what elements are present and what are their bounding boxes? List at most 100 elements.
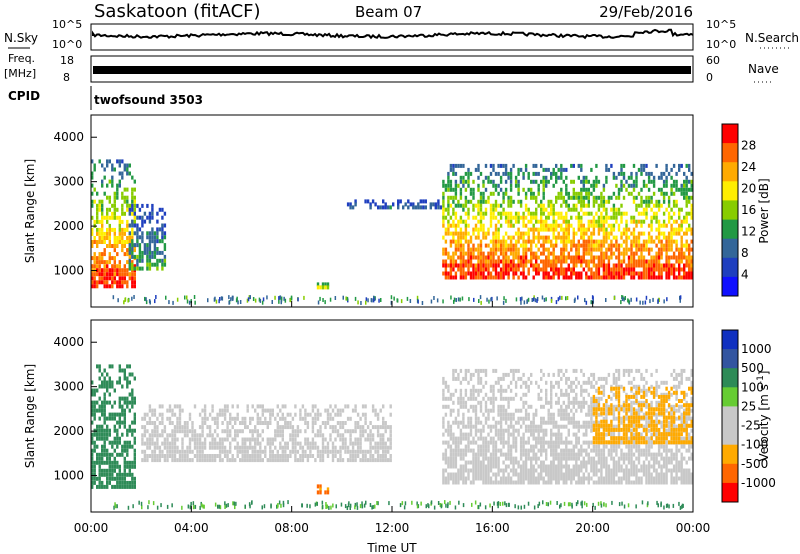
- powerMarks-cell-4: [540, 215, 543, 220]
- velMarks-cell-3: [602, 460, 606, 465]
- velMarks-cell-0: [126, 480, 129, 485]
- powerMarks-cell-4: [462, 183, 465, 188]
- velMarks-cell-1: [281, 429, 284, 434]
- powerMarks-cell-4: [464, 275, 468, 280]
- velMarks-cell-0: [118, 400, 121, 405]
- powerMarks-cell-0: [118, 236, 121, 240]
- powerMarks-cell-4: [637, 167, 641, 172]
- velMarks-cell-1: [186, 445, 189, 450]
- powerMarks-cell-4: [675, 247, 678, 252]
- velMarks-cell-3: [502, 436, 505, 441]
- powerMarks-cell-4: [449, 183, 453, 188]
- velMarks-cell-3: [457, 444, 460, 449]
- powerMarks-cell-0: [108, 268, 111, 273]
- velMarks-cell-3: [524, 416, 528, 421]
- powerMarks-cell-2: [319, 285, 322, 290]
- velMarks-cell-3: [442, 376, 445, 381]
- velMarks-cell-3: [522, 404, 525, 409]
- velMarks-cell-3: [492, 408, 495, 413]
- powerMarks-cell-4: [552, 263, 555, 268]
- velMarks-cell-3: [572, 448, 575, 453]
- velMarks-cell-3: [572, 388, 575, 393]
- velMarks-cell-1: [211, 437, 214, 442]
- velMarks-cell-1: [241, 437, 244, 442]
- velMarks-cell-3: [459, 380, 463, 385]
- velMarks-cell-1: [156, 437, 159, 442]
- powerMarks-cell-4: [597, 215, 601, 220]
- powerMarks-cell-4: [670, 267, 673, 272]
- powerMarks-cell-4: [509, 267, 513, 272]
- powerMarks-cell-4: [524, 163, 528, 168]
- velMarks-cell-0: [121, 452, 124, 457]
- velMarks-cell-1: [181, 425, 184, 430]
- powerMarks-cell-0: [91, 256, 94, 261]
- velMarks-cell-0: [98, 416, 101, 421]
- powerMarks-cell-0: [126, 284, 129, 289]
- velMarks-cell-1: [231, 425, 234, 430]
- velMarks-cell-1: [269, 408, 272, 413]
- velMarks-cell-1: [251, 437, 254, 442]
- powerMarks-cell-4: [683, 251, 686, 256]
- powerMarks-cell-4: [502, 243, 505, 248]
- velMarks-cell-3: [597, 400, 601, 405]
- velMarks-cell-0: [118, 468, 121, 473]
- powerMarks-cell-3: [412, 205, 415, 210]
- powerMarks-cell-4: [444, 251, 448, 256]
- velMarks-cell-1: [226, 449, 229, 454]
- velMarks-cell-3: [612, 412, 616, 417]
- velMarks-cell-0: [91, 476, 94, 481]
- velMarks-cell-1: [294, 441, 297, 446]
- velMarks-cell-1: [326, 416, 330, 421]
- powerMarks-cell-4: [545, 215, 548, 220]
- velMarks-cell-1: [148, 433, 152, 438]
- powerMarks-cell-4: [625, 187, 628, 192]
- powerMarks-cell-4: [622, 211, 626, 216]
- velMarks-cell-1: [382, 441, 385, 446]
- velMarks-cell-1: [244, 437, 247, 442]
- velMarks-cell-1: [256, 433, 259, 438]
- powerMarks-cell-4: [499, 203, 503, 208]
- velMarks-cell-3: [484, 416, 488, 421]
- powerMarks-cell-4: [567, 191, 570, 196]
- velMarks-cell-1: [213, 416, 217, 421]
- powerMarks-cell-4: [597, 231, 601, 236]
- powerMarks-cell-4: [640, 275, 643, 280]
- velMarks-cell-1: [148, 454, 152, 458]
- powerMarks-cell-4: [464, 171, 468, 176]
- powerMarks-cell-4: [655, 227, 658, 232]
- powerMarks-cell-4: [680, 247, 683, 252]
- velMarks-cell-1: [266, 441, 269, 446]
- velMarks-cell-0: [108, 460, 111, 465]
- powerMarks-cell-0: [118, 280, 121, 285]
- velMarks-cell-3: [550, 460, 553, 465]
- velMarks-cell-3: [477, 448, 480, 453]
- velMarks-cell-3: [477, 456, 480, 461]
- powerMarks-cell-1: [151, 227, 154, 232]
- powerMarks-cell-4: [575, 251, 578, 256]
- powerMarks-cell-4: [555, 195, 558, 200]
- velMarks-cell-3: [494, 440, 498, 445]
- velMarks-cell-3: [482, 412, 485, 417]
- velMarks-cell-3: [552, 432, 555, 437]
- velMarks-cell-0: [101, 468, 104, 473]
- velMarks-cell-1: [246, 449, 249, 454]
- powerMarks-cell-0: [121, 175, 124, 180]
- velMarks-cell-3: [472, 456, 475, 461]
- powerMarks-cell-4: [655, 199, 658, 204]
- velMarks-cell-3: [560, 476, 563, 481]
- powerMarks-cell-3: [387, 205, 390, 210]
- velMarks-cell-0: [116, 452, 119, 457]
- velMarks-cell-3: [600, 476, 603, 481]
- powerMarks-cell-0: [116, 240, 119, 244]
- powerMarks-cell-4: [672, 267, 676, 272]
- velMarks-cell-3: [472, 392, 475, 397]
- velMarks-cell-1: [354, 425, 357, 430]
- powerMarks-cell-1: [153, 250, 157, 255]
- powerMarks-cell-4: [532, 239, 535, 244]
- velMarks-cell-0: [133, 484, 136, 489]
- powerMarks-cell-4: [610, 267, 613, 272]
- powerMarks-cell-4: [627, 267, 631, 272]
- powerMarks-cell-4: [550, 239, 553, 244]
- velMarks-cell-1: [244, 458, 247, 463]
- powerMarks-ground-scatter: [246, 298, 249, 303]
